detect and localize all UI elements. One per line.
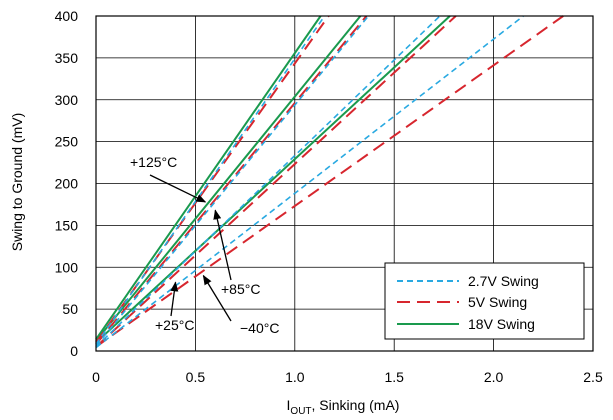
- annotation-arrow: [202, 274, 232, 322]
- curve-18v-swing-25: [95, 15, 451, 344]
- curve-18v-swing-125: [95, 15, 322, 340]
- curve-5v-swing-85: [95, 15, 368, 345]
- curve-2-7v-swing-40: [95, 15, 524, 349]
- curve-18v-swing-85: [95, 15, 362, 342]
- curve-5v-swing-125: [95, 15, 330, 344]
- y-tick-label: 350: [55, 50, 79, 66]
- legend-label-18v: 18V Swing: [468, 316, 535, 332]
- annotations: +125°C +85°C +25°C −40°C: [130, 154, 279, 336]
- y-tick-label: 200: [55, 176, 79, 192]
- tick-labels: 0 0.5 1.0 1.5 2.0 2.5 0 50 100 150 200 250 300 350 400: [55, 8, 603, 385]
- annotation-label: +85°C: [221, 281, 260, 297]
- curve-2-7v-swing-85: [95, 15, 370, 347]
- y-axis-title: Swing to Ground (mV): [9, 113, 25, 252]
- annotation-label: −40°C: [240, 320, 279, 336]
- annotation-label: +125°C: [130, 154, 177, 170]
- y-tick-label: 300: [55, 92, 79, 108]
- y-tick-label: 250: [55, 134, 79, 150]
- x-axis-title: IOUT, Sinking (mA): [287, 397, 400, 417]
- y-tick-label: 100: [55, 259, 79, 275]
- y-tick-label: 400: [55, 8, 79, 24]
- legend: 2.7V Swing 5V Swing 18V Swing: [384, 262, 585, 340]
- x-tick-label: 2.5: [583, 369, 603, 385]
- data-curves: [95, 15, 564, 349]
- x-tick-label: 2.0: [484, 369, 504, 385]
- annotation-label: +25°C: [155, 317, 194, 333]
- x-tick-label: 1.5: [384, 369, 404, 385]
- y-tick-label: 0: [70, 343, 78, 359]
- annotation-arrow: [149, 174, 207, 203]
- annotation-arrow: [170, 281, 179, 317]
- x-tick-label: 0.5: [186, 369, 206, 385]
- y-tick-label: 50: [62, 301, 78, 317]
- annotation-arrow: [213, 209, 232, 281]
- legend-label-5v: 5V Swing: [468, 294, 527, 310]
- curve-5v-swing-40: [95, 15, 564, 348]
- curve-5v-swing-25: [95, 15, 457, 348]
- plot-frame: [95, 15, 594, 352]
- x-tick-label: 0: [92, 369, 100, 385]
- curve-2-7v-swing-125: [95, 15, 326, 345]
- legend-label-2.7v: 2.7V Swing: [468, 273, 539, 289]
- y-tick-label: 150: [55, 217, 79, 233]
- x-tick-label: 1.0: [285, 369, 305, 385]
